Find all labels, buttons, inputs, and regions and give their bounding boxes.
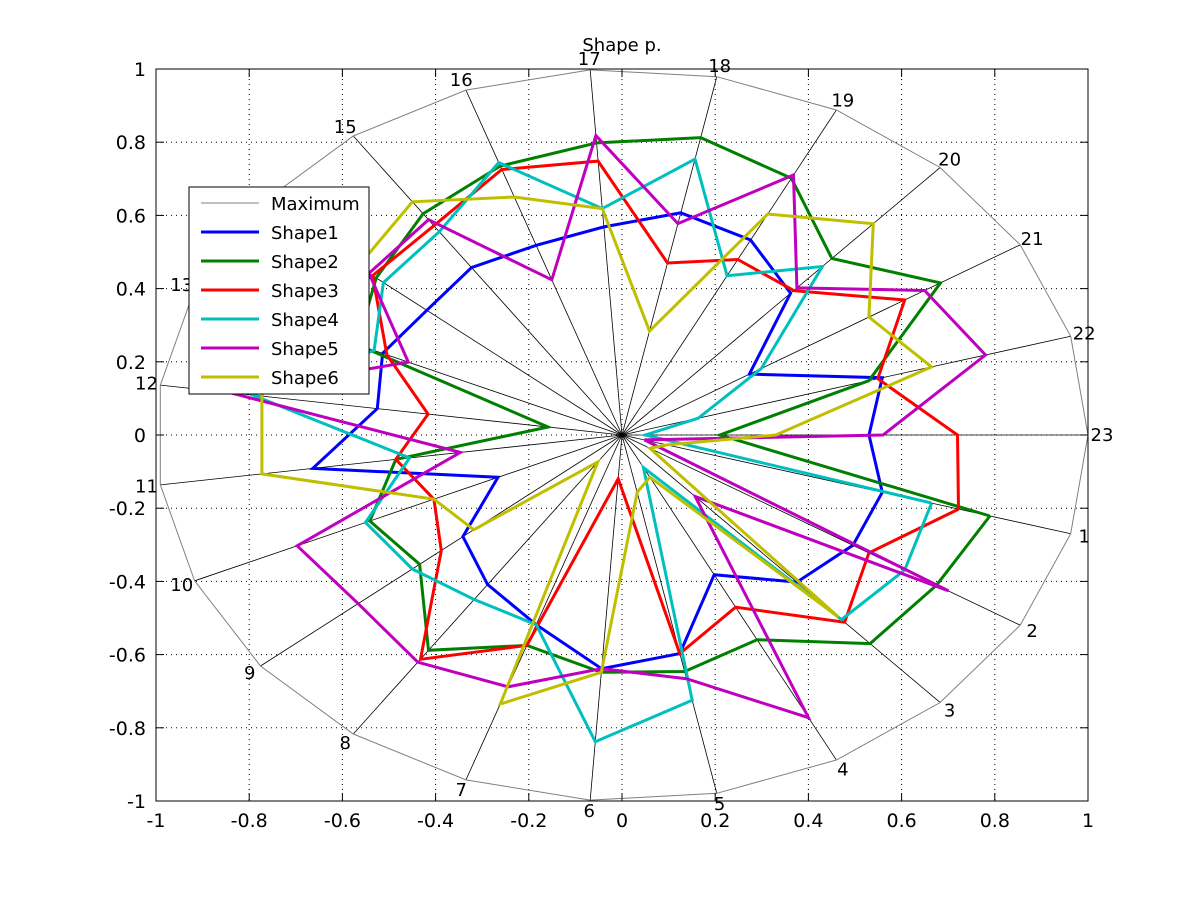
spoke-line [589, 69, 623, 436]
spoke-label: 2 [1026, 621, 1037, 642]
spoke-label: 4 [837, 760, 848, 781]
legend: Maximum Shape1 Shape2 Shape3 Shape4 Shape5 Sha… [188, 186, 370, 395]
spoke-label: 18 [708, 56, 731, 77]
legend-label: Shape5 [271, 339, 339, 360]
series-line-maximum [159, 69, 1089, 801]
y-tick-label: 0.8 [116, 132, 146, 154]
x-tick-label: -1 [147, 810, 166, 832]
spoke-label: 11 [135, 476, 158, 497]
x-tick-label: -0.4 [417, 810, 454, 832]
spoke-label: 10 [170, 575, 193, 596]
spoke-label: 17 [578, 49, 601, 70]
spoke-label: 7 [456, 780, 467, 801]
y-tick-label: -1 [127, 791, 146, 813]
x-tick-label: -0.8 [231, 810, 268, 832]
y-tick-label: -0.2 [109, 498, 146, 520]
y-tick-label: 0.4 [116, 279, 146, 301]
x-tick-label: -0.6 [324, 810, 361, 832]
spoke-line [352, 135, 623, 436]
spoke-line [194, 434, 623, 582]
chart-title: Shape p. [582, 35, 661, 56]
spoke-line [621, 434, 837, 761]
x-tick-label: 0.8 [980, 810, 1010, 832]
spoke-line [621, 167, 941, 436]
y-tick-label: -0.6 [109, 645, 146, 667]
spoke-line [621, 434, 1021, 626]
spoke-label: 8 [339, 733, 350, 754]
ticks: -1 -0.8 -0.6 -0.4 -0.2 0 0.2 0.4 0.6 0.8 110.80.60… [109, 59, 1094, 832]
x-tick-label: 1 [1082, 810, 1094, 832]
y-tick-label: 0 [134, 425, 146, 447]
spoke-label: 21 [1021, 229, 1044, 250]
legend-label: Shape6 [271, 368, 339, 389]
spoke-label: 22 [1073, 323, 1096, 344]
spoke-line [621, 434, 1071, 535]
spoke-line [160, 434, 623, 486]
spoke-label: 12 [135, 374, 158, 395]
x-tick-label: -0.2 [510, 810, 547, 832]
spoke-label: 3 [944, 701, 955, 722]
series-line-shape1 [309, 211, 885, 671]
legend-label: Shape1 [271, 223, 339, 244]
x-tick-label: 0.6 [886, 810, 916, 832]
legend-label: Shape2 [271, 252, 339, 273]
spoke-label: 20 [938, 149, 961, 170]
series-line-shape3 [370, 159, 960, 662]
spoke-label: 15 [334, 117, 357, 138]
legend-label: Shape4 [271, 310, 339, 331]
x-tick-label: 0.4 [793, 810, 823, 832]
y-tick-label: 1 [134, 59, 146, 81]
spoke-label: 23 [1091, 425, 1114, 446]
spoke-label: 13 [170, 275, 193, 296]
y-tick-label: 0.2 [116, 352, 146, 374]
legend-label: Shape3 [271, 281, 339, 302]
x-tick-label: 0 [616, 810, 628, 832]
legend-label: Maximum [271, 194, 360, 215]
spoke-label: 1 [1078, 527, 1089, 548]
spoke-line [621, 244, 1021, 436]
spoke-line [465, 89, 623, 436]
spoke-label: 6 [584, 801, 595, 822]
y-tick-label: -0.8 [109, 718, 146, 740]
spoke-label: 9 [244, 663, 255, 684]
y-tick-label: 0.6 [116, 205, 146, 227]
spoke-line [621, 109, 837, 436]
spoke-label: 5 [714, 794, 725, 815]
x-tick-label: 0.2 [700, 810, 730, 832]
series-line-shape2 [355, 136, 992, 674]
spoke-label: 16 [450, 70, 473, 91]
spoke-line [465, 434, 623, 781]
spoke-label: 19 [831, 90, 854, 111]
spoke-line [621, 434, 941, 703]
y-tick-label: -0.4 [109, 571, 146, 593]
